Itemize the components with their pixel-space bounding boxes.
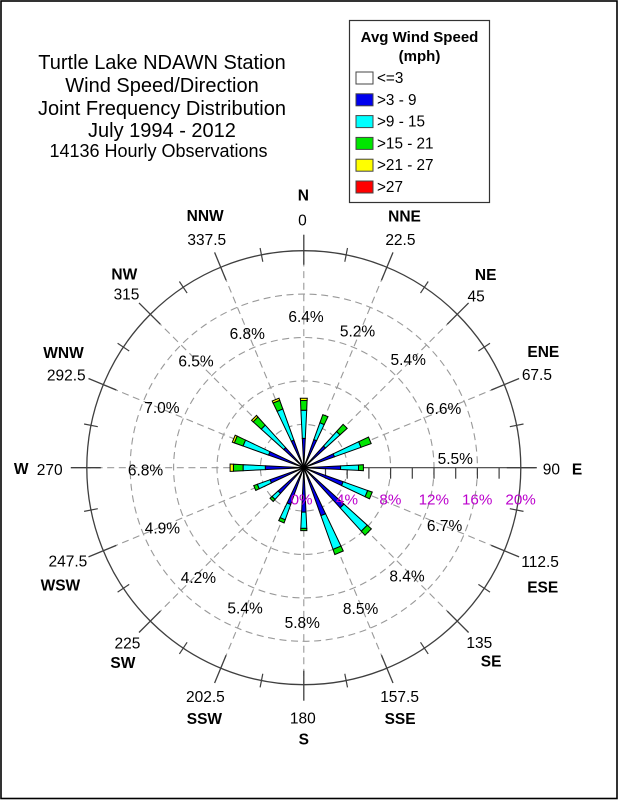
svg-text:WNW: WNW [43, 345, 84, 362]
svg-text:6.7%: 6.7% [427, 518, 463, 535]
svg-text:45: 45 [467, 288, 484, 305]
svg-text:>21 - 27: >21 - 27 [377, 157, 434, 174]
svg-text:5.4%: 5.4% [391, 352, 427, 369]
svg-text:202.5: 202.5 [186, 689, 225, 706]
svg-text:NE: NE [475, 267, 497, 284]
svg-text:67.5: 67.5 [522, 367, 552, 384]
svg-text:5.4%: 5.4% [227, 601, 263, 618]
svg-text:WSW: WSW [41, 577, 81, 594]
svg-text:>27: >27 [377, 179, 403, 196]
svg-text:<=3: <=3 [377, 70, 403, 87]
svg-text:337.5: 337.5 [187, 232, 226, 249]
svg-text:8.5%: 8.5% [343, 601, 379, 618]
svg-text:N: N [298, 187, 309, 204]
svg-text:315: 315 [114, 287, 140, 304]
svg-text:90: 90 [543, 462, 561, 479]
svg-text:112.5: 112.5 [521, 554, 559, 571]
svg-text:(mph): (mph) [399, 48, 441, 65]
svg-text:>3 - 9: >3 - 9 [377, 92, 417, 109]
svg-text:>9 - 15: >9 - 15 [377, 114, 425, 131]
svg-text:247.5: 247.5 [49, 554, 88, 571]
svg-text:8.4%: 8.4% [389, 569, 425, 586]
svg-text:12%: 12% [419, 492, 449, 509]
svg-text:Turtle Lake NDAWN Station: Turtle Lake NDAWN Station [38, 52, 286, 74]
svg-text:SE: SE [481, 654, 502, 671]
svg-text:4.2%: 4.2% [181, 570, 217, 587]
svg-text:8%: 8% [379, 492, 401, 509]
svg-text:225: 225 [114, 636, 140, 653]
svg-text:135: 135 [466, 635, 492, 652]
svg-text:6.4%: 6.4% [288, 309, 324, 326]
svg-text:July 1994 - 2012: July 1994 - 2012 [88, 120, 236, 142]
svg-text:Wind Speed/Direction: Wind Speed/Direction [65, 75, 258, 97]
svg-text:E: E [572, 462, 582, 479]
svg-text:SSW: SSW [187, 711, 223, 728]
svg-text:292.5: 292.5 [47, 367, 86, 384]
svg-text:5.2%: 5.2% [340, 323, 376, 340]
svg-text:5.5%: 5.5% [438, 451, 474, 468]
svg-text:157.5: 157.5 [380, 689, 419, 706]
svg-text:0%: 0% [291, 492, 313, 509]
svg-text:6.8%: 6.8% [128, 463, 164, 480]
svg-text:ESE: ESE [527, 579, 558, 596]
svg-text:16%: 16% [462, 492, 492, 509]
svg-text:180: 180 [290, 711, 316, 728]
svg-text:270: 270 [37, 462, 63, 479]
svg-text:6.5%: 6.5% [178, 354, 214, 371]
svg-text:SSE: SSE [385, 711, 416, 728]
svg-text:NNE: NNE [388, 209, 421, 226]
svg-text:S: S [299, 731, 309, 748]
svg-text:20%: 20% [505, 492, 535, 509]
svg-text:14136 Hourly Observations: 14136 Hourly Observations [49, 141, 267, 161]
svg-text:>15 - 21: >15 - 21 [377, 135, 434, 152]
svg-text:Avg Wind Speed: Avg Wind Speed [361, 29, 479, 46]
svg-text:NNW: NNW [187, 208, 224, 225]
svg-text:22.5: 22.5 [385, 232, 415, 249]
svg-text:7.0%: 7.0% [144, 400, 180, 417]
svg-text:SW: SW [110, 655, 135, 672]
svg-text:Joint Frequency Distribution: Joint Frequency Distribution [38, 98, 286, 120]
svg-text:6.8%: 6.8% [230, 326, 266, 343]
svg-text:4.9%: 4.9% [145, 521, 181, 538]
svg-text:W: W [14, 461, 29, 478]
svg-text:4%: 4% [336, 492, 358, 509]
svg-text:5.8%: 5.8% [285, 615, 321, 632]
svg-text:NW: NW [111, 267, 137, 284]
svg-text:0: 0 [298, 213, 307, 230]
svg-text:6.6%: 6.6% [426, 401, 462, 418]
svg-text:ENE: ENE [527, 344, 559, 361]
